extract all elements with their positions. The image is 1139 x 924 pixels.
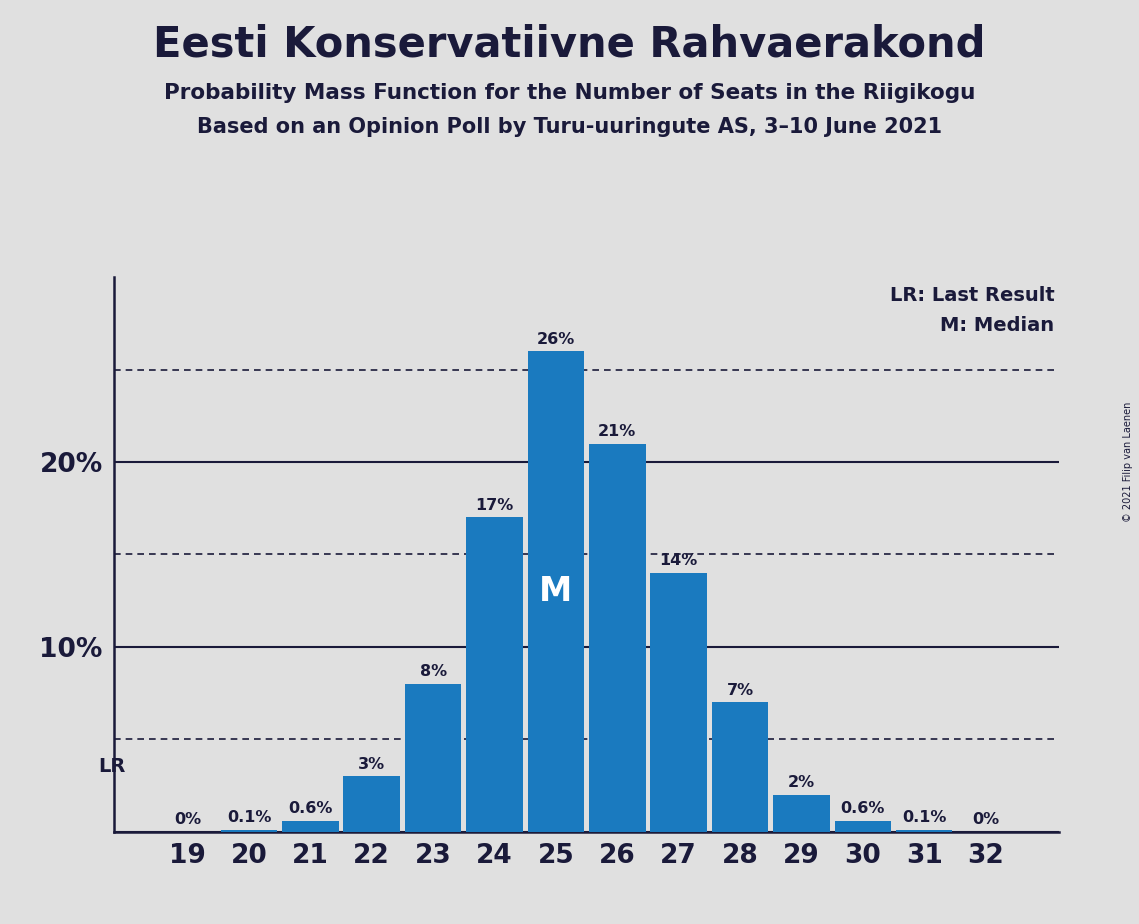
- Text: 0.1%: 0.1%: [227, 810, 271, 825]
- Text: 0%: 0%: [972, 812, 999, 827]
- Text: 26%: 26%: [536, 332, 575, 346]
- Text: 0.1%: 0.1%: [902, 810, 947, 825]
- Text: 14%: 14%: [659, 553, 698, 568]
- Bar: [404, 684, 461, 832]
- Text: 2%: 2%: [788, 775, 816, 790]
- Bar: [896, 830, 952, 832]
- Bar: [527, 351, 584, 832]
- Text: 0.6%: 0.6%: [841, 801, 885, 816]
- Text: 21%: 21%: [598, 424, 637, 439]
- Bar: [344, 776, 400, 832]
- Text: 3%: 3%: [358, 757, 385, 772]
- Bar: [589, 444, 646, 832]
- Bar: [650, 573, 707, 832]
- Bar: [221, 830, 277, 832]
- Text: LR: LR: [99, 758, 126, 776]
- Text: M: M: [539, 575, 573, 608]
- Text: 17%: 17%: [475, 498, 514, 513]
- Text: Probability Mass Function for the Number of Seats in the Riigikogu: Probability Mass Function for the Number…: [164, 83, 975, 103]
- Text: © 2021 Filip van Laenen: © 2021 Filip van Laenen: [1123, 402, 1133, 522]
- Bar: [835, 821, 891, 832]
- Bar: [466, 517, 523, 832]
- Bar: [712, 702, 769, 832]
- Text: 8%: 8%: [419, 664, 446, 679]
- Bar: [282, 821, 338, 832]
- Text: 0.6%: 0.6%: [288, 801, 333, 816]
- Text: LR: Last Result: LR: Last Result: [890, 286, 1055, 305]
- Text: M: Median: M: Median: [941, 316, 1055, 335]
- Bar: [773, 795, 829, 832]
- Text: 0%: 0%: [174, 812, 202, 827]
- Text: Eesti Konservatiivne Rahvaerakond: Eesti Konservatiivne Rahvaerakond: [154, 23, 985, 65]
- Text: 7%: 7%: [727, 683, 754, 698]
- Text: Based on an Opinion Poll by Turu-uuringute AS, 3–10 June 2021: Based on an Opinion Poll by Turu-uuringu…: [197, 117, 942, 138]
